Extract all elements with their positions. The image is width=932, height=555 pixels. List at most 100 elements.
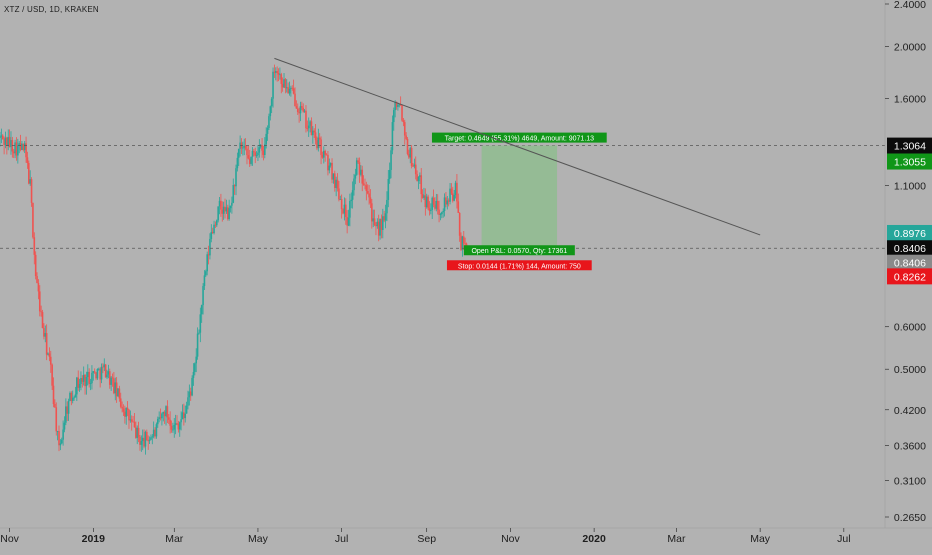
candle-body — [255, 155, 258, 156]
candle-body — [280, 74, 283, 84]
candle-body — [321, 154, 324, 158]
candle-body — [347, 217, 350, 226]
candle-body — [261, 144, 263, 151]
candle-body — [15, 142, 18, 156]
price-badge-label: 1.3064 — [894, 141, 926, 153]
candle-body — [80, 378, 82, 384]
candle-body — [276, 71, 278, 74]
candle-body — [310, 121, 313, 136]
candle-body — [412, 166, 414, 167]
profit-zone — [481, 145, 558, 249]
y-tick-label: 0.6000 — [894, 322, 926, 334]
candle-body — [384, 213, 387, 221]
candle-body — [361, 169, 364, 184]
candle-body — [19, 143, 22, 150]
candle-body — [81, 378, 84, 382]
candle-body — [253, 150, 255, 153]
candle-body — [26, 157, 29, 164]
candle-body — [453, 195, 455, 201]
candle-body — [408, 153, 410, 158]
y-tick-label: 0.4200 — [894, 405, 926, 417]
candle-body — [236, 157, 239, 169]
x-tick-label: Nov — [501, 533, 520, 545]
candle-body — [99, 368, 101, 380]
candle-body — [391, 122, 394, 151]
candle-body — [215, 220, 218, 226]
candle-body — [148, 439, 151, 442]
candle-body — [169, 419, 171, 426]
candle-body — [199, 314, 202, 333]
candle-body — [122, 408, 125, 412]
price-badge — [887, 240, 932, 257]
candle-body — [397, 104, 399, 107]
candle-body — [355, 160, 358, 175]
candle-body — [354, 174, 357, 179]
candle-body — [224, 206, 226, 212]
candle-body — [60, 439, 63, 444]
candle-body — [124, 411, 126, 417]
candle-body — [77, 377, 80, 388]
y-tick-label: 0.2650 — [894, 512, 926, 524]
candle-body — [409, 147, 412, 158]
candle-body — [85, 377, 88, 387]
open-pnl-label-bg — [463, 245, 575, 256]
candle-body — [405, 135, 407, 139]
candle-body — [372, 218, 375, 222]
price-badge — [887, 137, 932, 154]
candle-body — [254, 152, 257, 156]
candle-body — [232, 185, 235, 203]
candle-body — [95, 372, 97, 379]
x-tick-label: May — [750, 533, 771, 545]
candle-body — [188, 391, 191, 398]
candle-body — [37, 283, 40, 292]
candle-body — [420, 175, 423, 195]
candle-body — [174, 423, 177, 425]
stop-label-bg — [446, 260, 592, 271]
candle-body — [129, 419, 132, 421]
candle-body — [178, 422, 181, 430]
candle-body — [66, 406, 69, 414]
price-badge-label: 0.8406 — [894, 243, 926, 255]
candle-body — [456, 182, 458, 202]
candle-body — [336, 179, 339, 189]
candle-body — [258, 147, 261, 153]
candle-body — [402, 120, 405, 123]
candle-body — [143, 437, 145, 447]
candle-body — [427, 196, 429, 209]
candle-body — [194, 363, 196, 372]
candle-body — [140, 441, 143, 445]
candle-body — [360, 169, 362, 175]
candle-body — [301, 106, 303, 108]
candle-body — [298, 111, 300, 114]
candle-body — [395, 101, 398, 107]
candle-body — [443, 197, 446, 211]
candle-body — [457, 201, 460, 213]
candle-body — [89, 383, 92, 384]
candle-body — [56, 431, 59, 432]
candle-body — [202, 286, 204, 306]
candle-body — [82, 374, 85, 382]
candle-body — [49, 356, 52, 365]
candle-body — [460, 235, 462, 250]
candle-body — [0, 136, 1, 138]
candle-body — [30, 179, 33, 203]
candle-body — [221, 209, 224, 214]
candle-body — [45, 333, 48, 355]
candle-body — [386, 199, 388, 214]
candle-body — [299, 106, 302, 114]
x-tick-label: Jul — [335, 533, 348, 545]
candle-body — [445, 197, 447, 205]
candle-body — [78, 383, 81, 388]
candle-body — [376, 221, 379, 227]
candle-body — [454, 182, 457, 196]
candle-body — [462, 236, 465, 244]
candle-body — [198, 332, 200, 334]
x-tick-label: Nov — [0, 533, 19, 545]
candle-body — [343, 204, 346, 214]
candle-body — [394, 101, 396, 111]
candle-body — [388, 169, 391, 180]
